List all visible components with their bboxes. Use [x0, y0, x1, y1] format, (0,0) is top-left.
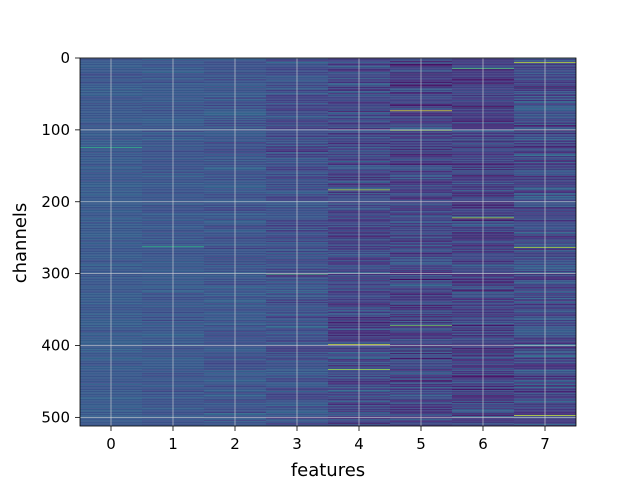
x-tick-label: 5 [416, 435, 426, 453]
y-tick-label: 200 [41, 193, 70, 211]
x-tick-label: 6 [478, 435, 488, 453]
y-tick-label: 300 [41, 265, 70, 283]
x-tick-label: 2 [230, 435, 240, 453]
grid-lines [80, 57, 576, 426]
heatmap-cells [80, 58, 577, 427]
y-tick-label: 100 [41, 121, 70, 139]
y-axis: 0 100 200 300 400 500 [41, 49, 80, 426]
plot-frame [79, 57, 577, 427]
x-tick-label: 0 [106, 435, 116, 453]
x-axis: 0 1 2 3 4 5 6 7 [106, 426, 550, 453]
x-tick-label: 3 [292, 435, 302, 453]
plot-area [79, 57, 577, 427]
y-axis-label: channels [10, 203, 31, 284]
y-tick-label: 0 [60, 49, 70, 67]
y-tick-label: 500 [41, 408, 70, 426]
x-tick-label: 7 [540, 435, 550, 453]
x-axis-label: features [291, 460, 365, 480]
x-tick-label: 4 [354, 435, 364, 453]
x-tick-label: 1 [168, 435, 178, 453]
y-tick-label: 400 [41, 337, 70, 355]
